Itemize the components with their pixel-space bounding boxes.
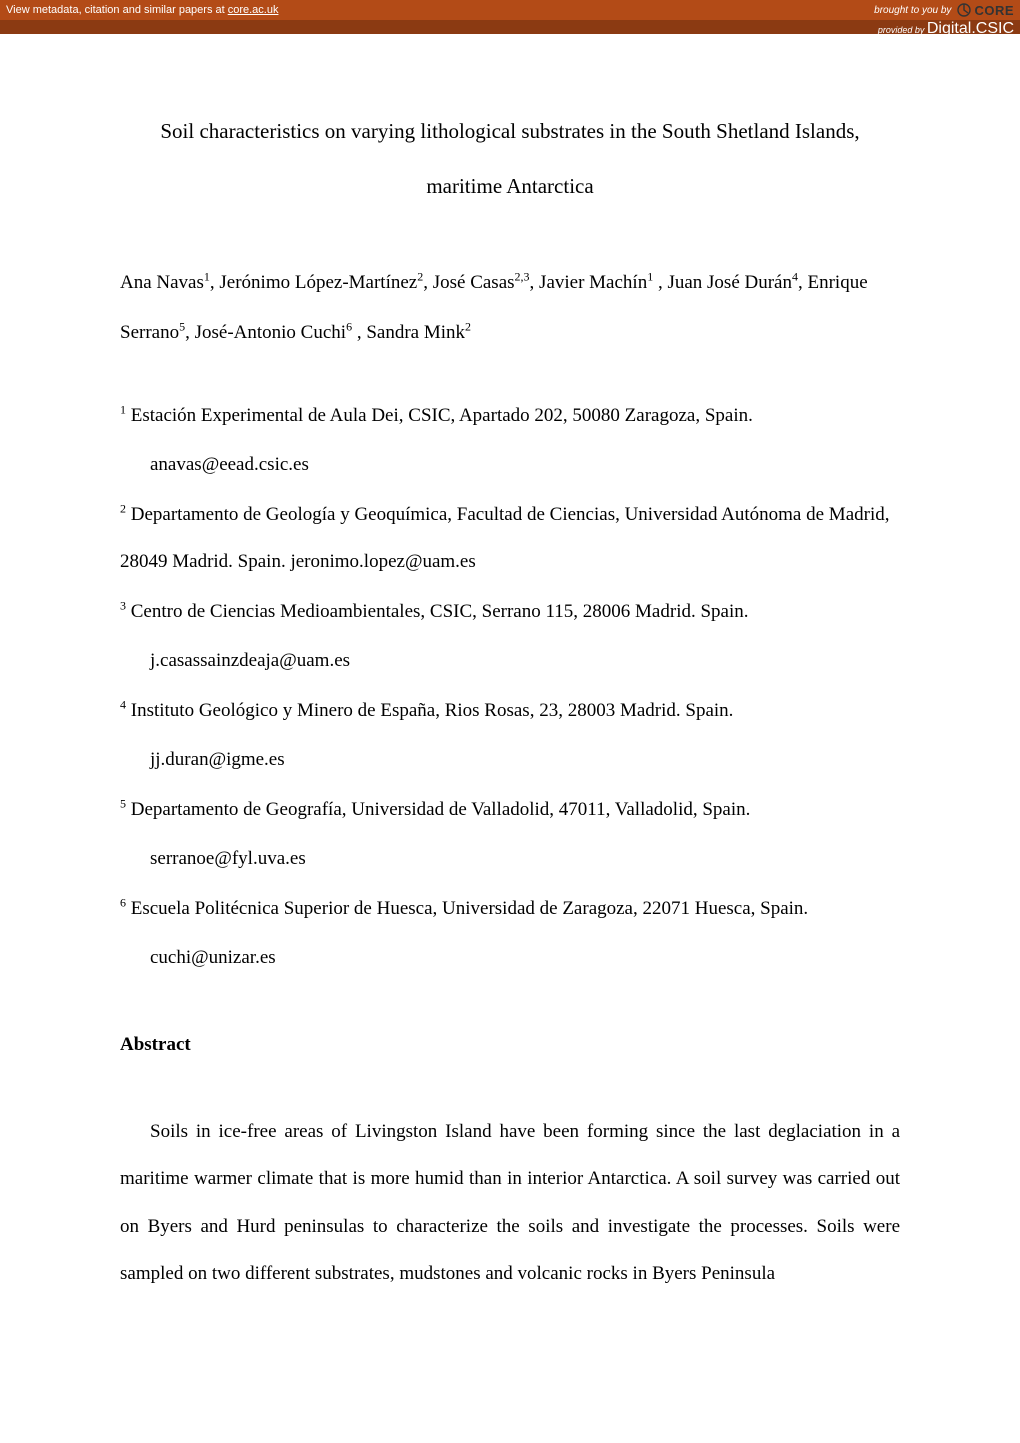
affiliation-email: j.casassainzdeaja@uam.es <box>120 637 900 685</box>
affiliation-item: 4 Instituto Geológico y Minero de España… <box>120 687 900 735</box>
core-badge[interactable]: CORE <box>957 3 1014 18</box>
brought-by-text: brought to you by <box>874 5 951 16</box>
provider-link[interactable]: Digital.CSIC <box>927 20 1014 37</box>
affiliation-email: jj.duran@igme.es <box>120 736 900 784</box>
abstract-body: Soils in ice-free areas of Livingston Is… <box>120 1108 900 1298</box>
affiliation-item: 1 Estación Experimental de Aula Dei, CSI… <box>120 392 900 440</box>
affiliation-item: 2 Departamento de Geología y Geoquímica,… <box>120 491 900 586</box>
provided-by-bar: provided by Digital.CSIC <box>0 20 1020 34</box>
affiliation-email: cuchi@unizar.es <box>120 934 900 982</box>
title-line-1: Soil characteristics on varying litholog… <box>160 119 859 143</box>
core-link[interactable]: core.ac.uk <box>228 4 279 16</box>
affiliation-email: anavas@eead.csic.es <box>120 441 900 489</box>
affiliation-email: serranoe@fyl.uva.es <box>120 835 900 883</box>
metadata-left: View metadata, citation and similar pape… <box>6 4 278 16</box>
core-label: CORE <box>974 3 1014 18</box>
affiliation-item: 5 Departamento de Geografía, Universidad… <box>120 786 900 834</box>
paper-page: Soil characteristics on varying litholog… <box>0 34 1020 1358</box>
affiliation-item: 6 Escuela Politécnica Superior de Huesca… <box>120 885 900 933</box>
affiliation-item: 3 Centro de Ciencias Medioambientales, C… <box>120 588 900 636</box>
abstract-heading: Abstract <box>120 1022 900 1068</box>
title-line-2: maritime Antarctica <box>426 174 593 198</box>
provided-prefix: provided by <box>878 25 927 35</box>
metadata-top-bar: View metadata, citation and similar pape… <box>0 0 1020 20</box>
author-list: Ana Navas1, Jerónimo López-Martínez2, Jo… <box>120 258 900 357</box>
metadata-right: brought to you by CORE <box>874 3 1014 18</box>
affiliations-list: 1 Estación Experimental de Aula Dei, CSI… <box>120 392 900 982</box>
paper-title: Soil characteristics on varying litholog… <box>120 104 900 213</box>
core-icon <box>957 3 971 17</box>
metadata-prefix: View metadata, citation and similar pape… <box>6 4 225 16</box>
